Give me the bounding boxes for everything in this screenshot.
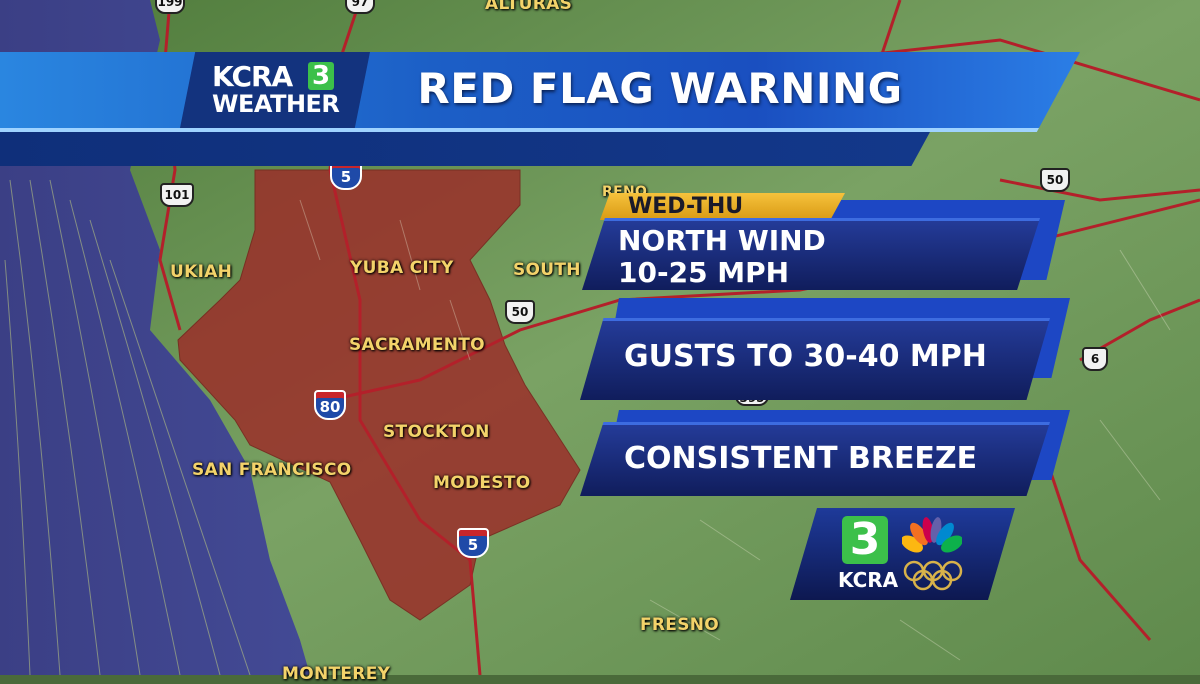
city-label-south-lake-tahoe: SOUTH — [513, 260, 581, 280]
alert-panel-gusts: GUSTS TO 30-40 MPH — [580, 318, 1050, 400]
panel-line: GUSTS TO 30-40 MPH — [624, 339, 987, 374]
red-flag-warning-area — [177, 169, 581, 621]
route-shield-97: 97 — [345, 0, 375, 14]
timeframe-tab: WED-THU — [600, 193, 845, 220]
panel-line: 10-25 MPH — [618, 256, 790, 289]
route-shield-6: 6 — [1082, 347, 1108, 371]
olympic-rings-icon — [903, 560, 963, 591]
city-label-alturas: ALTURAS — [485, 0, 573, 14]
ocean — [0, 0, 310, 675]
alert-panel-breeze: CONSISTENT BREEZE — [580, 422, 1050, 496]
wind-streamlines — [4, 179, 251, 675]
title-banner — [0, 52, 1080, 132]
wind-streaks — [299, 199, 1171, 661]
panel-line: CONSISTENT BREEZE — [624, 441, 978, 476]
city-label-fresno: FRESNO — [640, 615, 720, 635]
bug-channel-number: 3 — [842, 516, 888, 564]
interstate-shield-80: 80 — [314, 390, 346, 420]
interstate-shield-5-south: 5 — [457, 528, 489, 558]
nbc-peacock-icon — [902, 517, 962, 553]
city-label-stockton: STOCKTON — [383, 422, 490, 442]
city-label-modesto: MODESTO — [433, 473, 531, 493]
logo-weather-text: WEATHER — [212, 90, 340, 118]
kcra-weather-logo: KCRA 3 WEATHER — [180, 52, 370, 128]
route-shield-199: 199 — [155, 0, 185, 14]
route-shield-50: 50 — [505, 300, 535, 324]
panel-line: NORTH WIND — [618, 224, 826, 257]
title-banner-lower-band — [0, 132, 930, 166]
page-title: RED FLAG WARNING — [417, 64, 903, 113]
city-label-san-francisco: SAN FRANCISCO — [192, 460, 352, 480]
city-label-yuba-city: YUBA CITY — [350, 258, 454, 278]
route-shield-50-east: 50 — [1040, 168, 1070, 192]
logo-kcra-text: KCRA — [212, 60, 293, 93]
logo-channel-number: 3 — [308, 62, 334, 90]
route-shield-101: 101 — [160, 183, 194, 207]
city-label-monterey: MONTEREY — [282, 664, 391, 684]
alert-panel-north-wind: NORTH WIND 10-25 MPH — [582, 218, 1040, 290]
city-label-ukiah: UKIAH — [170, 262, 233, 282]
city-label-sacramento: SACRAMENTO — [349, 335, 485, 355]
station-bug: 3 KCRA — [790, 508, 1015, 600]
bug-station-name: KCRA — [838, 568, 899, 592]
